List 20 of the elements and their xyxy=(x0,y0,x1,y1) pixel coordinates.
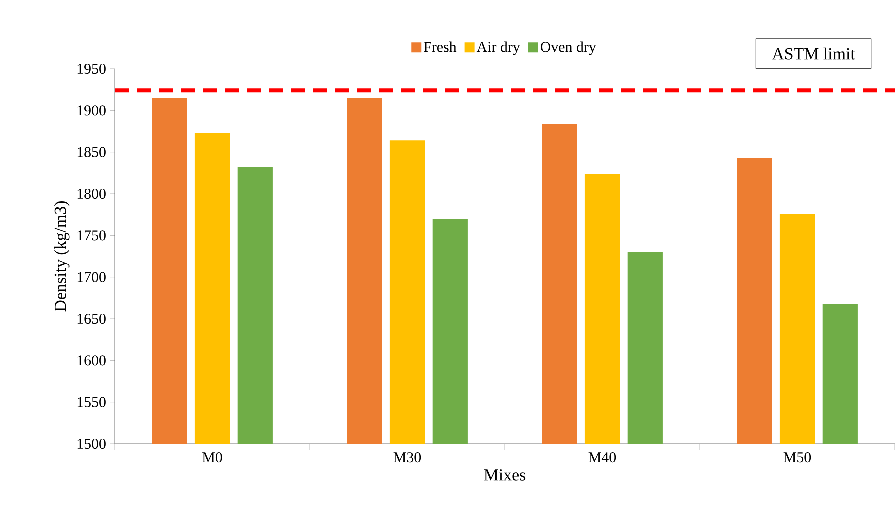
x-tick-label: M40 xyxy=(588,452,616,463)
y-axis-title: Density (kg/m3) xyxy=(54,201,70,312)
legend-label: Air dry xyxy=(476,42,520,56)
x-tick-label: M30 xyxy=(394,452,422,463)
y-tick-label: 1550 xyxy=(78,397,106,408)
y-tick-label: 1750 xyxy=(78,230,106,241)
y-tick-label: 1600 xyxy=(78,356,106,366)
x-tick-label: M0 xyxy=(202,452,222,463)
y-tick-label: 1800 xyxy=(78,188,106,200)
legend-label: Fresh xyxy=(424,42,457,52)
x-axis-title: Mixes xyxy=(484,469,526,481)
y-tick-label: 1650 xyxy=(78,314,106,324)
y-tick-label: 1700 xyxy=(78,272,106,282)
legend-label: Oven dry xyxy=(540,42,596,56)
x-tick-label: M50 xyxy=(784,452,812,463)
y-tick-label: 1500 xyxy=(78,438,106,450)
ref-line-label: ASTM limit xyxy=(772,48,856,60)
y-tick-label: 1950 xyxy=(78,64,106,74)
y-tick-label: 1850 xyxy=(78,147,106,158)
y-tick-label: 1900 xyxy=(78,106,106,116)
